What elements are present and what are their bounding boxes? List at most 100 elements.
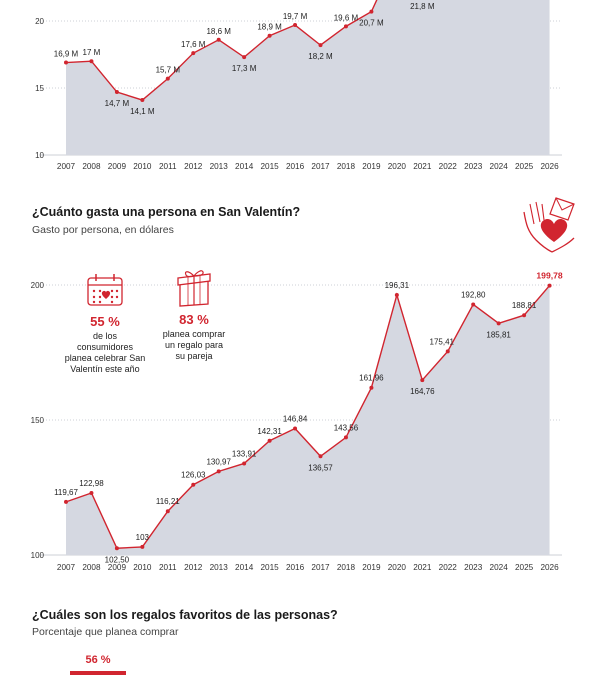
spend-chart-x-tick: 2016 (286, 563, 305, 572)
spend-chart-x-tick: 2019 (362, 563, 381, 572)
spend-chart-y-tick: 150 (31, 416, 45, 425)
spend-chart-x-tick: 2007 (57, 563, 76, 572)
top-chart-x-tick: 2022 (439, 162, 458, 171)
spend-chart-point (420, 378, 425, 383)
stat-celebrate: 55 % de los consumidores planea celebrar… (64, 272, 146, 375)
top-chart-x-tick: 2023 (464, 162, 483, 171)
top-chart-x-tick: 2019 (362, 162, 381, 171)
spend-chart-y-tick: 200 (31, 281, 45, 290)
spend-chart-y-ticks: 200 150 100 (31, 281, 45, 560)
stat-gift-desc-line: un regalo para (164, 340, 224, 350)
stat-gift: 83 % planea comprar un regalo para su pa… (156, 268, 232, 362)
spend-chart-point (267, 438, 272, 443)
top-chart-x-tick: 2011 (159, 162, 177, 171)
top-chart-value-label: 17 M (83, 48, 101, 57)
spend-chart-value-label: 199,78 (536, 271, 563, 281)
spend-chart-x-tick: 2021 (413, 563, 432, 572)
spend-chart-point (369, 385, 374, 390)
top-chart-x-ticks: 2007 2008 2009 2010 2011 2012 2013 2014 2015 2016… (57, 162, 559, 171)
spend-chart-x-tick: 2017 (311, 563, 330, 572)
spend-chart-x-tick: 2022 (439, 563, 458, 572)
top-chart-y-tick: 10 (35, 151, 44, 160)
spend-chart-point (343, 435, 348, 440)
spend-chart-point (394, 292, 399, 297)
top-chart-point (369, 9, 374, 14)
spend-chart-point (522, 313, 527, 318)
top-chart-point (343, 24, 348, 29)
top-chart-x-tick: 2025 (515, 162, 534, 171)
top-chart-value-labels: 16,9 M 17 M 14,7 M14,1 M 15,7 M 17,6 M18,6 M… (54, 2, 435, 116)
spend-chart-x-tick: 2020 (388, 563, 407, 572)
top-chart-x-tick: 2021 (413, 162, 432, 171)
spend-chart-value-label: 192,80 (461, 290, 486, 299)
top-chart-value-label: 14,7 M (105, 99, 130, 108)
spend-chart-x-tick: 2018 (337, 563, 356, 572)
top-chart-point (165, 76, 170, 81)
top-chart-point (293, 23, 298, 28)
top-chart-points (64, 0, 378, 103)
spend-chart-x-tick: 2015 (260, 563, 279, 572)
spend-chart-point (64, 499, 68, 504)
spend-chart-point (140, 544, 145, 549)
top-chart-x-tick: 2024 (490, 162, 509, 171)
spend-chart-x-tick: 2013 (210, 563, 229, 572)
spend-chart-x-tick: 2023 (464, 563, 483, 572)
top-chart-x-tick: 2013 (210, 162, 229, 171)
top-chart-point (318, 43, 323, 48)
spend-chart-point (242, 461, 247, 466)
top-chart-value-label: 15,7 M (156, 66, 181, 75)
top-chart-y-tick: 15 (35, 84, 44, 93)
top-chart-x-tick: 2012 (184, 162, 203, 171)
spend-chart-point (471, 302, 476, 307)
spend-chart-x-tick: 2012 (184, 563, 203, 572)
spend-chart-point (547, 283, 552, 288)
top-chart-x-tick: 2007 (57, 162, 76, 171)
spend-section-subtitle: Gasto por persona, en dólares (32, 224, 174, 236)
spend-chart-value-label: 122,98 (79, 479, 104, 488)
spend-chart-value-label: 119,67 (54, 488, 78, 497)
spend-chart-value-label: 142,31 (257, 427, 282, 436)
stat-celebrate-desc-line: planea celebrar San (64, 353, 146, 363)
top-chart-point (242, 55, 247, 60)
spend-chart-y-tick: 100 (31, 551, 45, 560)
spend-chart-point (445, 349, 450, 354)
top-chart-value-label: 20,7 M (359, 19, 384, 28)
spend-chart-value-label: 196,31 (385, 281, 410, 290)
spend-chart-value-label: 143,56 (334, 423, 359, 432)
top-chart-point (140, 98, 145, 103)
spend-chart-point (318, 454, 323, 459)
spend-chart-value-label: 102,50 (105, 555, 130, 564)
gifts-section-subtitle: Porcentaje que planea comprar (32, 626, 179, 638)
stat-gift-desc-line: planea comprar (162, 329, 226, 339)
spend-chart-value-label: 126,03 (181, 471, 206, 480)
top-chart-area (66, 0, 550, 155)
top-chart-value-label: 21,8 M (410, 2, 435, 11)
spend-chart-value-label: 130,97 (206, 457, 231, 466)
gifts-section-title: ¿Cuáles son los regalos favoritos de las… (32, 608, 338, 622)
spend-chart-point (216, 469, 221, 474)
spend-chart-value-label: 146,84 (283, 415, 308, 424)
top-chart-x-tick: 2015 (260, 162, 279, 171)
top-chart-value-label: 19,6 M (334, 13, 359, 22)
top-chart-value-label: 16,9 M (54, 50, 79, 59)
top-chart-point (114, 90, 119, 95)
spend-chart-point (496, 321, 501, 326)
spend-chart-value-label: 164,76 (410, 387, 435, 396)
top-chart-y-tick: 20 (35, 17, 44, 26)
spend-chart-x-tick: 2010 (133, 563, 152, 572)
spend-chart-value-labels: 119,67122,98102,50103116,21126,03130,971… (54, 271, 563, 565)
top-chart-x-tick: 2017 (311, 162, 330, 171)
spend-chart-x-tick: 2008 (82, 563, 101, 572)
stat-gift-desc-line: su pareja (175, 351, 213, 361)
gift-first-bar (70, 671, 126, 675)
top-chart-value-label: 18,2 M (308, 52, 333, 61)
audience-area-chart: 16,9 M 17 M 14,7 M14,1 M 15,7 M 17,6 M18,6 M… (35, 0, 562, 171)
spend-chart-area-fill (66, 285, 550, 555)
spend-chart-value-label: 175,41 (430, 337, 455, 346)
stat-gift-value: 83 % (179, 312, 209, 327)
spend-chart-line (65, 285, 551, 549)
spend-chart-area (66, 285, 550, 555)
spend-chart-value-label: 136,57 (308, 463, 333, 472)
spend-chart-value-label: 133,91 (232, 449, 257, 458)
spend-chart-point (191, 482, 196, 487)
